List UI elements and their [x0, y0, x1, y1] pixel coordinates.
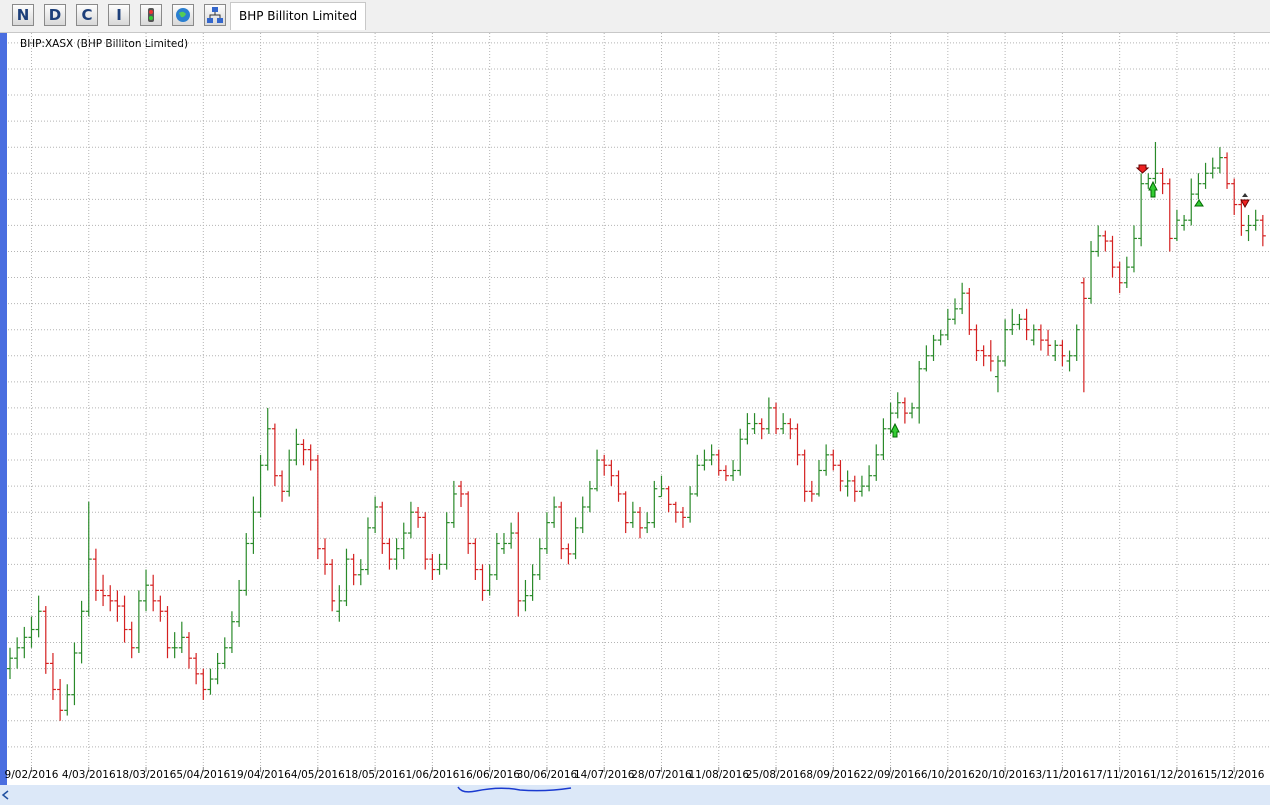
- x-tick-label: 25/08/2016: [746, 769, 807, 781]
- signals: [890, 164, 1250, 438]
- x-tick-label: 5/04/2016: [176, 769, 230, 781]
- x-tick-label: 4/03/2016: [62, 769, 116, 781]
- icon: [148, 8, 154, 22]
- x-tick-label: 18/05/2016: [345, 769, 406, 781]
- toolbar-button[interactable]: [140, 4, 162, 26]
- toolbar-button[interactable]: N: [12, 4, 34, 26]
- x-tick-label: 9/02/2016: [5, 769, 59, 781]
- toolbar: N D C I BHP Billiton Limited: [0, 0, 1270, 33]
- x-tick-label: 3/11/2016: [1035, 769, 1089, 781]
- icon: [176, 8, 190, 22]
- toolbar-button[interactable]: [172, 4, 194, 26]
- x-tick-label: 11/08/2016: [688, 769, 749, 781]
- scroll-arrow[interactable]: [1, 790, 9, 800]
- x-tick-label: 17/11/2016: [1089, 769, 1150, 781]
- chart-title: BHP:XASX (BHP Billiton Limited): [20, 38, 188, 50]
- annotation-stroke: [457, 786, 572, 793]
- toolbar-button[interactable]: [204, 4, 226, 26]
- x-tick-label: 28/07/2016: [631, 769, 692, 781]
- tab[interactable]: BHP Billiton Limited: [230, 2, 367, 30]
- x-tick-label: 15/12/2016: [1204, 769, 1265, 781]
- x-tick-label: 16/06/2016: [459, 769, 520, 781]
- x-tick-label: 6/10/2016: [921, 769, 975, 781]
- x-tick-label: 4/05/2016: [291, 769, 345, 781]
- scrollbar[interactable]: [0, 785, 1270, 805]
- toolbar-button[interactable]: I: [108, 4, 130, 26]
- x-tick-label: 19/04/2016: [230, 769, 291, 781]
- x-tick-label: 20/10/2016: [975, 769, 1036, 781]
- side-bar: [0, 33, 7, 785]
- toolbar-button[interactable]: D: [44, 4, 66, 26]
- x-tick-label: 14/07/2016: [574, 769, 635, 781]
- toolbar-button[interactable]: C: [76, 4, 98, 26]
- x-tick-label: 18/03/2016: [116, 769, 177, 781]
- icon: [207, 7, 223, 23]
- x-tick-label: 1/12/2016: [1150, 769, 1204, 781]
- x-tick-label: 22/09/2016: [860, 769, 921, 781]
- x-tick-label: 30/06/2016: [517, 769, 578, 781]
- x-tick-label: 8/09/2016: [806, 769, 860, 781]
- x-tick-label: 1/06/2016: [405, 769, 459, 781]
